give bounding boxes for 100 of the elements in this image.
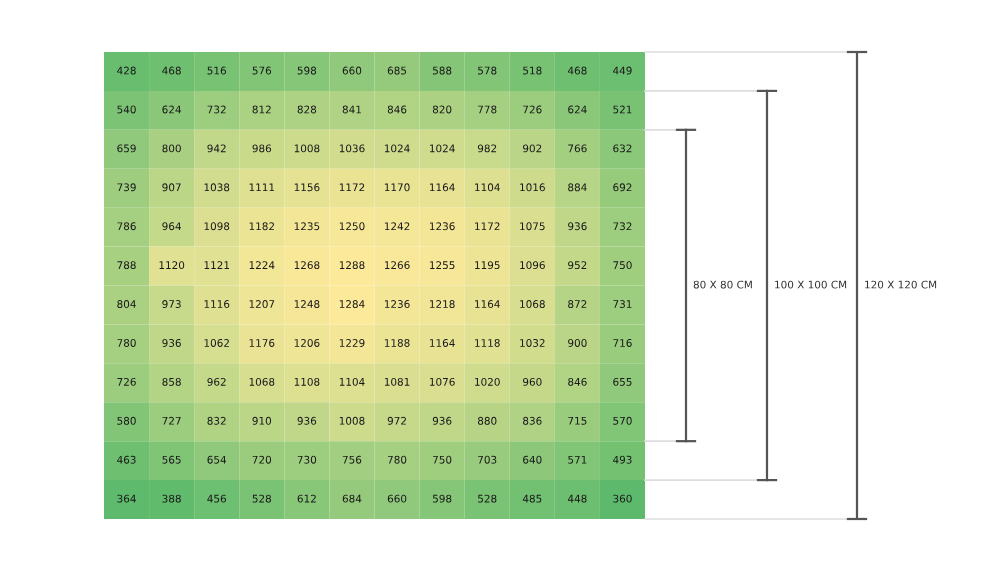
- data-label: 1016: [520, 183, 545, 192]
- data-label: 703: [478, 455, 497, 464]
- data-label: 986: [252, 144, 272, 153]
- data-label: 1288: [339, 261, 365, 270]
- data-label: 727: [162, 416, 181, 425]
- data-label: 1104: [475, 183, 500, 192]
- data-label: 468: [162, 66, 181, 75]
- data-label: 942: [207, 144, 226, 153]
- data-label: 960: [523, 377, 542, 386]
- data-label: 1172: [475, 222, 500, 230]
- data-label: 841: [342, 105, 361, 114]
- data-label: 1062: [204, 339, 229, 347]
- data-label: 730: [297, 455, 317, 464]
- data-label: 982: [477, 144, 497, 153]
- data-label: 1068: [249, 377, 275, 386]
- data-label: 468: [567, 66, 587, 75]
- data-label: 962: [207, 377, 226, 386]
- data-label: 1120: [159, 261, 185, 270]
- data-label: 1024: [384, 144, 410, 153]
- data-label: 1170: [384, 183, 410, 192]
- data-label: 654: [207, 455, 227, 464]
- data-label: 715: [568, 416, 587, 425]
- data-label: 907: [162, 183, 181, 192]
- data-label: 936: [432, 416, 452, 425]
- data-label: 1038: [204, 183, 230, 192]
- data-label: 1229: [339, 339, 365, 347]
- data-label: 964: [162, 222, 181, 231]
- data-label: 1076: [430, 377, 455, 386]
- data-label: 936: [162, 339, 181, 347]
- data-label: 570: [613, 416, 632, 425]
- data-label: 1108: [294, 377, 320, 386]
- data-label: 872: [568, 300, 587, 308]
- data-label: 1024: [430, 144, 455, 153]
- data-label: 902: [523, 144, 542, 153]
- data-label: 884: [568, 183, 587, 192]
- data-label: 1104: [339, 377, 365, 386]
- data-label: 936: [297, 416, 317, 425]
- data-label: 388: [162, 494, 181, 503]
- data-label: 800: [162, 144, 181, 153]
- data-label: 428: [117, 66, 136, 75]
- data-label: 516: [207, 66, 226, 75]
- data-label: 846: [568, 377, 587, 386]
- data-label: 1242: [384, 222, 410, 230]
- data-label: 778: [478, 105, 497, 114]
- data-label: 732: [613, 222, 632, 231]
- data-label: 598: [297, 66, 317, 75]
- data-label: 732: [207, 105, 226, 114]
- data-label: 1182: [249, 222, 274, 231]
- data-label: 812: [252, 105, 271, 114]
- data-label: 846: [387, 105, 407, 114]
- text: 80 X 80 CM: [693, 280, 752, 289]
- data-label: 540: [117, 105, 136, 114]
- data-label: 766: [568, 144, 587, 153]
- data-label: 1224: [249, 261, 275, 269]
- data-label: 788: [117, 261, 136, 270]
- data-label: 578: [478, 66, 497, 75]
- data-label: 1236: [384, 300, 410, 308]
- data-label: 528: [478, 494, 497, 503]
- data-label: 780: [117, 339, 136, 347]
- data-label: 571: [568, 455, 587, 464]
- data-label: 1121: [204, 261, 229, 269]
- data-label: 449: [613, 66, 632, 75]
- data-label: 655: [613, 377, 632, 386]
- data-label: 1075: [520, 222, 545, 231]
- data-label: 900: [568, 339, 587, 347]
- data-label: 463: [117, 455, 136, 464]
- data-label: 456: [207, 494, 226, 503]
- data-label: 756: [342, 455, 362, 464]
- data-label: 624: [162, 105, 181, 114]
- data-label: 1008: [339, 416, 365, 425]
- text: 120 X 120 CM: [865, 280, 937, 289]
- data-label: 684: [342, 494, 362, 503]
- data-label: 1188: [384, 339, 410, 347]
- data-label: 786: [117, 222, 136, 231]
- data-label: 1098: [204, 222, 230, 231]
- data-label: 1036: [339, 144, 365, 153]
- data-label: 1164: [475, 300, 500, 308]
- data-label: 910: [252, 416, 272, 425]
- data-label: 780: [387, 455, 407, 464]
- data-label: 580: [117, 416, 136, 425]
- data-label: 1206: [294, 339, 320, 347]
- data-label: 1156: [294, 183, 320, 192]
- data-label: 726: [117, 377, 136, 386]
- data-label: 832: [207, 416, 226, 425]
- data-label: 685: [387, 66, 407, 75]
- data-label: 973: [162, 300, 181, 308]
- data-label: 1236: [430, 222, 455, 231]
- data-label: 1250: [339, 222, 365, 231]
- data-label: 692: [613, 183, 632, 192]
- data-label: 612: [297, 494, 316, 503]
- data-label: 836: [523, 416, 542, 425]
- data-label: 1172: [339, 183, 365, 192]
- data-label: 1266: [384, 261, 410, 270]
- text: 100 X 100 CM: [775, 280, 847, 289]
- data-label: 1248: [294, 300, 320, 308]
- data-label: 1255: [430, 261, 455, 270]
- data-label: 1235: [294, 222, 320, 231]
- data-label: 521: [613, 105, 632, 114]
- data-label: 936: [568, 222, 587, 231]
- data-label: 565: [162, 455, 181, 464]
